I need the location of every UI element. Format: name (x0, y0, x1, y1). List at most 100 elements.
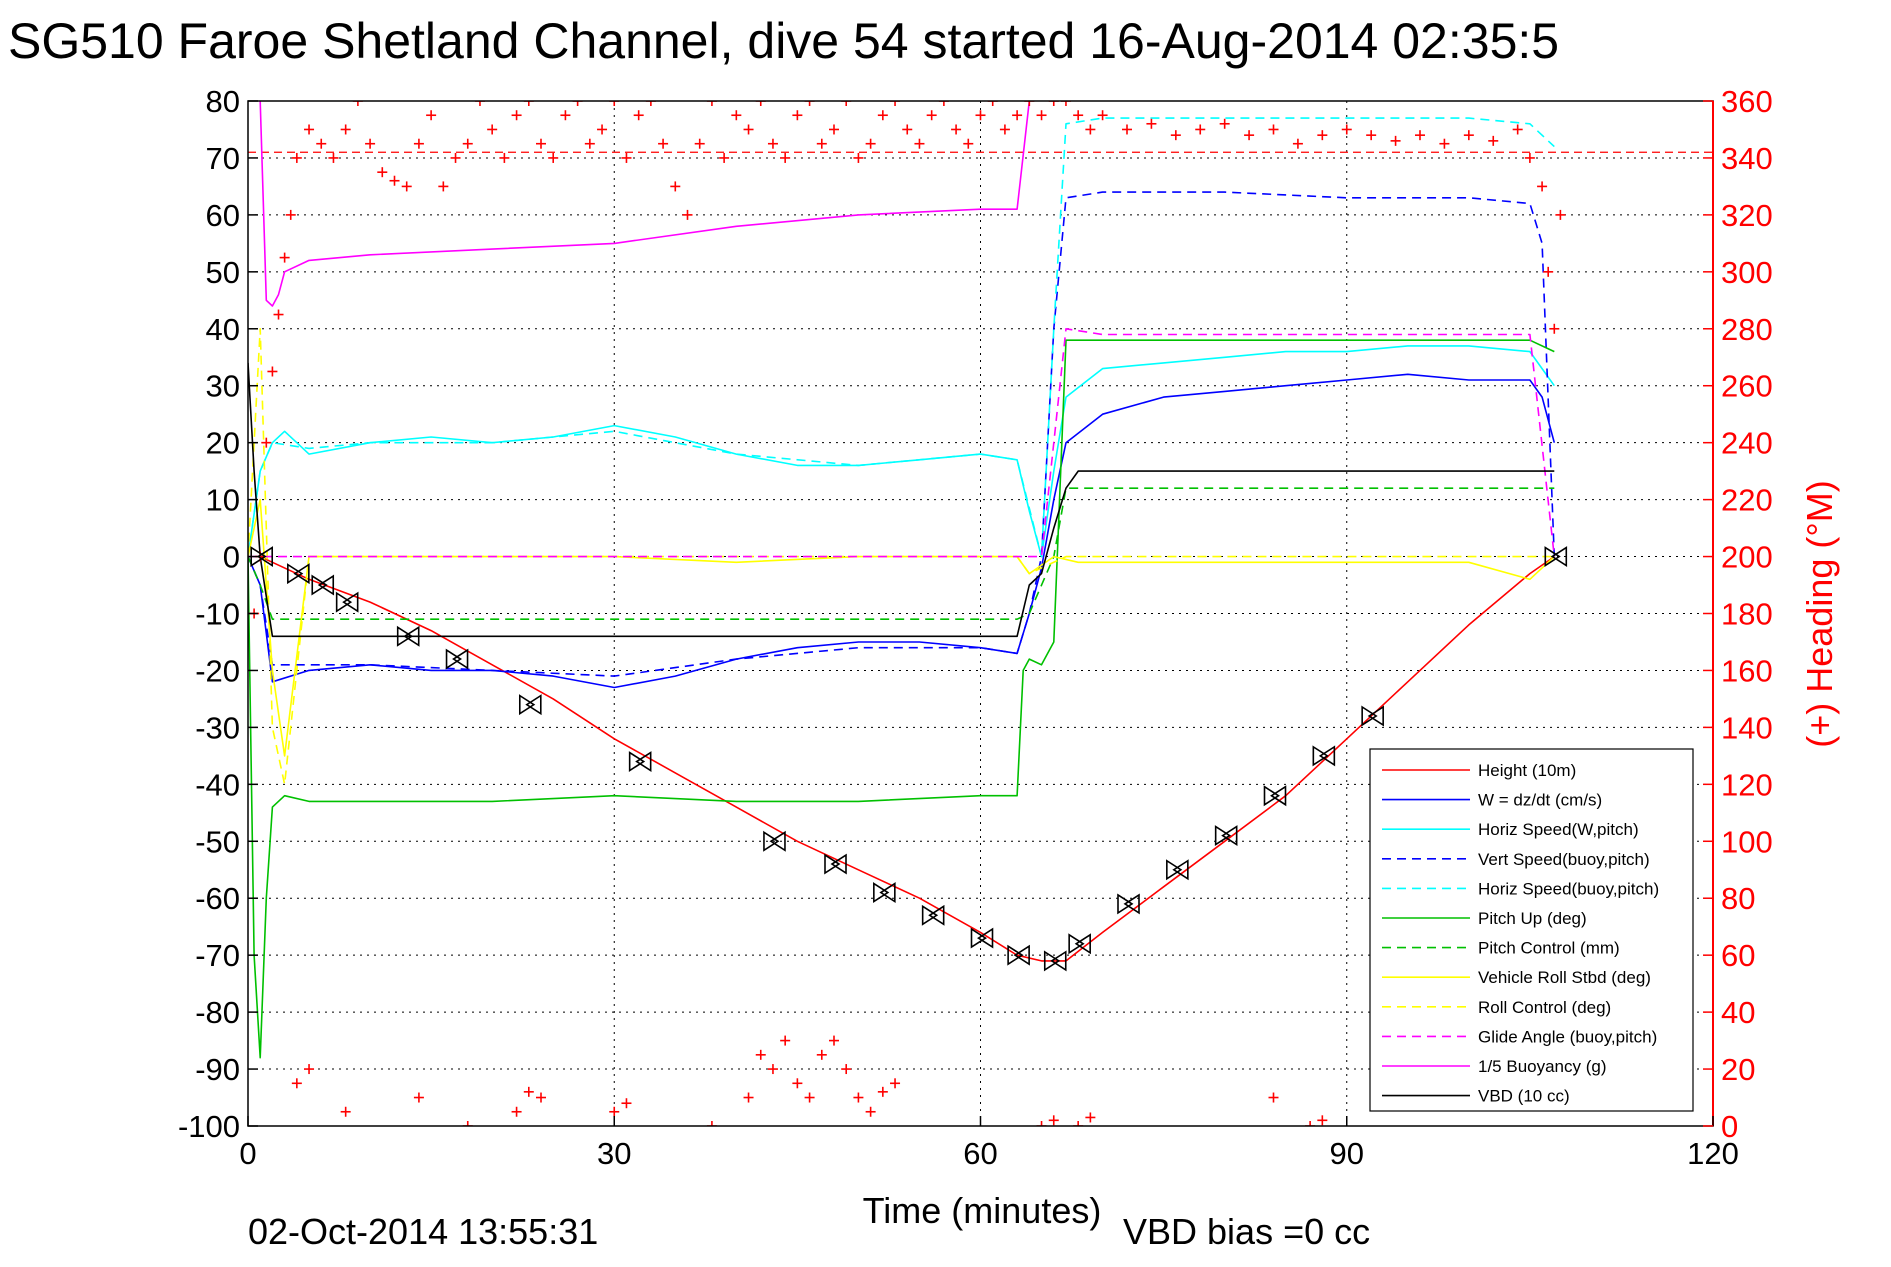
y-tick-label-0: 0 (223, 540, 240, 575)
heading-point-59 (926, 110, 937, 121)
legend-label-2: Horiz Speed(W,pitch) (1478, 820, 1639, 839)
heading-point-62 (963, 138, 974, 149)
heading-point-84 (1366, 130, 1377, 141)
y2-tick-label-220: 220 (1721, 483, 1773, 518)
heading-point-52 (841, 101, 852, 106)
y-tick-label-10: 10 (206, 483, 240, 518)
heading-point-3 (267, 366, 278, 377)
dive-mark-14 (1043, 950, 1067, 972)
dive-mark-left-5 (452, 648, 469, 670)
chart-title: SG510 Faroe Shetland Channel, dive 54 st… (8, 13, 1559, 69)
series-line-10 (259, 101, 1031, 307)
heading-point-51 (829, 124, 839, 135)
heading-point-21 (462, 138, 473, 149)
y-tick-label-30: 30 (206, 369, 240, 404)
y2-tick-label-0: 0 (1721, 1109, 1738, 1144)
heading-point-73 (1097, 110, 1108, 121)
heading-low-point-27 (1085, 1112, 1096, 1123)
heading-low-point-24 (1036, 1121, 1047, 1126)
heading-point-42 (719, 152, 730, 163)
dive-mark-10 (873, 882, 896, 903)
dive-mark-left-14 (1050, 950, 1067, 972)
legend-label-1: W = dz/dt (cm/s) (1478, 791, 1602, 810)
legend-label-9: Glide Angle (buoy,pitch) (1478, 1027, 1657, 1046)
dive-mark-left-21 (1367, 705, 1384, 727)
dive-mark-left-13 (1013, 944, 1030, 966)
heading-point-80 (1268, 124, 1279, 135)
heading-point-40 (694, 138, 705, 149)
heading-point-27 (536, 138, 546, 149)
dive-mark-left-17 (1172, 859, 1189, 881)
heading-low-point-29 (1305, 1121, 1316, 1126)
heading-low-point-1 (304, 1064, 315, 1075)
heading-point-47 (780, 152, 791, 163)
heading-point-10 (328, 152, 339, 163)
dive-mark-left-7 (635, 751, 652, 773)
heading-low-point-20 (853, 1092, 864, 1103)
heading-point-63 (975, 110, 986, 121)
heading-point-67 (1024, 101, 1035, 106)
legend-label-3: Vert Speed(buoy,pitch) (1478, 850, 1650, 869)
dive-mark-left-3 (342, 591, 359, 613)
heading-point-43 (731, 110, 742, 121)
heading-point-34 (621, 152, 632, 163)
dive-mark-right-7 (628, 751, 646, 773)
heading-low-point-28 (1268, 1092, 1279, 1103)
heading-point-25 (511, 110, 522, 121)
dive-mark-18 (1214, 825, 1238, 847)
x-tick-label-90: 90 (1330, 1136, 1364, 1171)
y2-axis-label: (+) Heading (°M) (1799, 480, 1840, 747)
y2-tick-label-320: 320 (1721, 198, 1773, 233)
footer-vbd-bias: VBD bias =0 cc (1123, 1211, 1370, 1252)
dive-mark-right-13 (1007, 944, 1024, 966)
x-tick-label-120: 120 (1687, 1136, 1739, 1171)
x-axis-ticks: 0 30 60 90 120 (239, 1116, 1739, 1171)
y-tick-label-80: 80 (206, 84, 240, 119)
heading-point-16 (401, 181, 412, 192)
heading-point-13 (365, 138, 376, 149)
heading-point-78 (1219, 118, 1230, 129)
heading-low-point-15 (792, 1078, 803, 1089)
dive-mark-16 (1117, 893, 1140, 915)
dive-mark-right-3 (335, 591, 353, 613)
heading-low-point-11 (743, 1092, 754, 1103)
y2-tick-label-240: 240 (1721, 426, 1773, 461)
heading-point-48 (792, 110, 803, 121)
dive-mark-right-1 (287, 563, 304, 585)
legend-label-4: Horiz Speed(buoy,pitch) (1478, 879, 1659, 898)
y-tick-label-20: 20 (206, 426, 240, 461)
y-axis-ticks: 80 70 60 50 40 30 20 10 0 -10 -20 -30 -40 -50 -60 -70 -8… (178, 84, 258, 1144)
dive-mark-7 (628, 751, 652, 773)
heading-point-26 (523, 101, 534, 106)
y2-tick-label-100: 100 (1721, 824, 1773, 859)
dive-mark-right-12 (970, 927, 987, 949)
heading-point-85 (1390, 135, 1401, 146)
heading-point-44 (743, 124, 754, 135)
heading-point-90 (1512, 124, 1523, 135)
heading-point-29 (560, 110, 571, 121)
dive-mark-right-21 (1361, 705, 1378, 727)
heading-point-74 (1122, 124, 1132, 135)
heading-point-66 (1012, 110, 1023, 121)
dive-mark-22 (1544, 546, 1568, 568)
dive-mark-20 (1312, 745, 1336, 767)
heading-low-point-22 (877, 1086, 888, 1097)
heading-low-point-2 (340, 1106, 351, 1117)
heading-point-24 (499, 152, 510, 163)
legend-label-0: Height (10m) (1478, 761, 1576, 780)
legend-label-5: Pitch Up (deg) (1478, 909, 1587, 928)
series-line-5 (248, 339, 1555, 1059)
legend-label-7: Vehicle Roll Stbd (deg) (1478, 968, 1651, 987)
heading-point-61 (951, 124, 962, 135)
series-line-9 (248, 327, 1556, 558)
dive-mark-2 (311, 574, 335, 596)
heading-low-point-21 (865, 1106, 876, 1117)
heading-point-39 (682, 209, 693, 220)
heading-point-36 (645, 101, 656, 106)
y2-tick-label-260: 260 (1721, 369, 1773, 404)
dive-mark-4 (396, 625, 420, 647)
dive-mark-1 (287, 563, 310, 585)
x-tick-label-60: 60 (963, 1136, 997, 1171)
y-tick-label-60: 60 (206, 198, 240, 233)
